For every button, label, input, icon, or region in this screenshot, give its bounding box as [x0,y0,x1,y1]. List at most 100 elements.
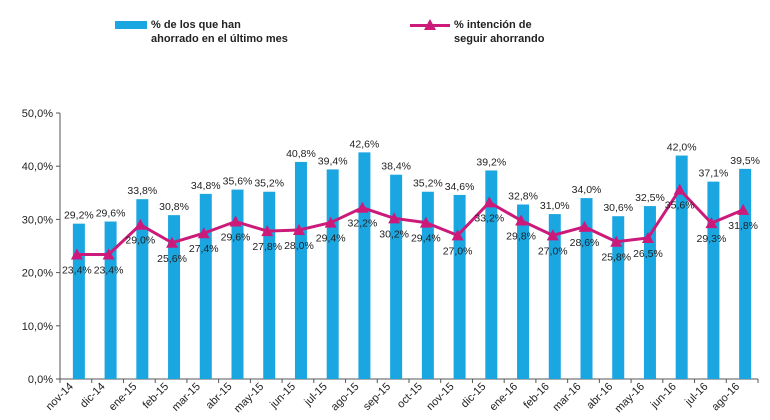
line-point-marker [70,248,83,260]
line-point-marker [388,212,401,224]
line-value-label: 27,0% [443,245,473,257]
legend-bar-label-line1: % de los que han [151,19,241,31]
bar [263,191,276,379]
bar [168,215,181,379]
bar-value-label: 34,0% [572,184,602,196]
line-point-marker [610,235,623,247]
y-tick-label: 30,0% [22,214,53,226]
line-point-marker [134,218,147,230]
bar-value-label: 30,6% [603,202,633,214]
line-point-marker [546,229,559,241]
legend-triangle-marker-icon [424,19,436,30]
x-tick-label: may-15 [232,381,266,415]
bar-value-label: 39,2% [476,156,506,168]
line-value-label: 31,8% [728,220,758,232]
bar-value-label: 32,5% [635,192,665,204]
line-value-label: 25,6% [157,253,187,265]
line-point-marker [673,183,686,195]
bar-value-label: 40,8% [286,148,316,160]
line-value-label: 29,4% [316,233,346,245]
bar-value-label: 32,8% [508,191,538,203]
x-tick-label: ene-15 [107,381,140,414]
line-value-label: 26,5% [633,248,663,260]
bar [707,181,720,379]
x-tick-label: jul-15 [302,381,330,409]
x-tick-label: sep-15 [361,381,393,413]
line-point-marker [324,216,337,228]
y-tick-label: 20,0% [22,268,53,280]
bar [136,199,149,379]
line-point-marker [578,220,591,232]
line-value-label: 30,2% [379,228,409,240]
y-tick-label: 40,0% [22,161,53,173]
x-tick-label: abr-15 [204,381,235,412]
line-point-marker [705,217,718,229]
x-tick-label: ago-15 [329,381,362,414]
x-tick-label: mar-16 [550,381,583,414]
line-value-label: 35,6% [665,200,695,212]
x-tick-label: nov-15 [424,381,456,413]
x-tick-label: feb-16 [521,381,552,412]
bar-value-label: 35,2% [254,178,284,190]
bar-value-label: 34,6% [445,181,475,193]
bar-value-label: 39,4% [318,155,348,167]
intention-line [76,187,744,257]
line-point-marker [356,201,369,213]
legend-line-label-line2: seguir ahorrando [454,33,545,45]
bar-value-label: 34,8% [191,180,221,192]
bar [199,193,212,379]
x-tick-label: mar-15 [170,381,203,414]
line-point-marker [261,225,274,237]
legend-bar-swatch [115,21,147,29]
x-tick-label: may-16 [613,381,647,415]
bar-value-label: 38,4% [381,161,411,173]
bar [326,169,339,379]
line-value-label: 28,0% [284,240,314,252]
line-value-label: 23,4% [94,265,124,277]
y-tick-label: 50,0% [22,108,53,120]
bar [548,214,561,379]
line-point-marker [166,236,179,248]
line-point-marker [737,203,750,215]
bar [580,198,593,379]
legend-bar-label: % de los que han ahorrado en el último m… [151,18,311,46]
line-point-marker [197,227,210,239]
bar-value-label: 30,8% [159,201,189,213]
x-tick-label: oct-15 [395,381,425,411]
line-value-label: 29,4% [411,233,441,245]
line-point-marker [102,248,115,260]
line-point-marker [641,232,654,244]
bar [104,221,117,379]
bar-value-label: 31,0% [540,200,570,212]
bar-value-label: 39,5% [730,155,760,167]
line-value-label: 23,4% [62,265,92,277]
line-value-label: 29,8% [506,230,536,242]
bar [643,206,656,379]
bar-value-label: 35,2% [413,178,443,190]
x-tick-label: jun-16 [648,381,679,412]
bar-value-label: 29,2% [64,210,94,222]
line-point-marker [515,214,528,226]
x-tick-label: dic-14 [78,381,108,411]
bar [231,189,244,379]
line-value-label: 28,6% [570,237,600,249]
bar [390,174,403,379]
bar [612,216,625,379]
bar [453,194,466,379]
line-value-label: 25,8% [601,252,631,264]
line-value-label: 27,8% [252,241,282,253]
bar [517,204,530,379]
line-value-label: 27,4% [189,243,219,255]
line-value-label: 29,6% [221,232,251,244]
line-value-label: 27,0% [538,245,568,257]
bar-value-label: 35,6% [223,176,253,188]
bar [739,168,752,379]
bar [72,223,85,379]
bar [675,155,688,379]
bar [358,152,371,379]
bar-value-label: 42,6% [350,138,380,150]
bar-value-label: 33,8% [127,185,157,197]
x-tick-label: abr-16 [584,381,615,412]
x-tick-label: jun-15 [267,381,298,412]
